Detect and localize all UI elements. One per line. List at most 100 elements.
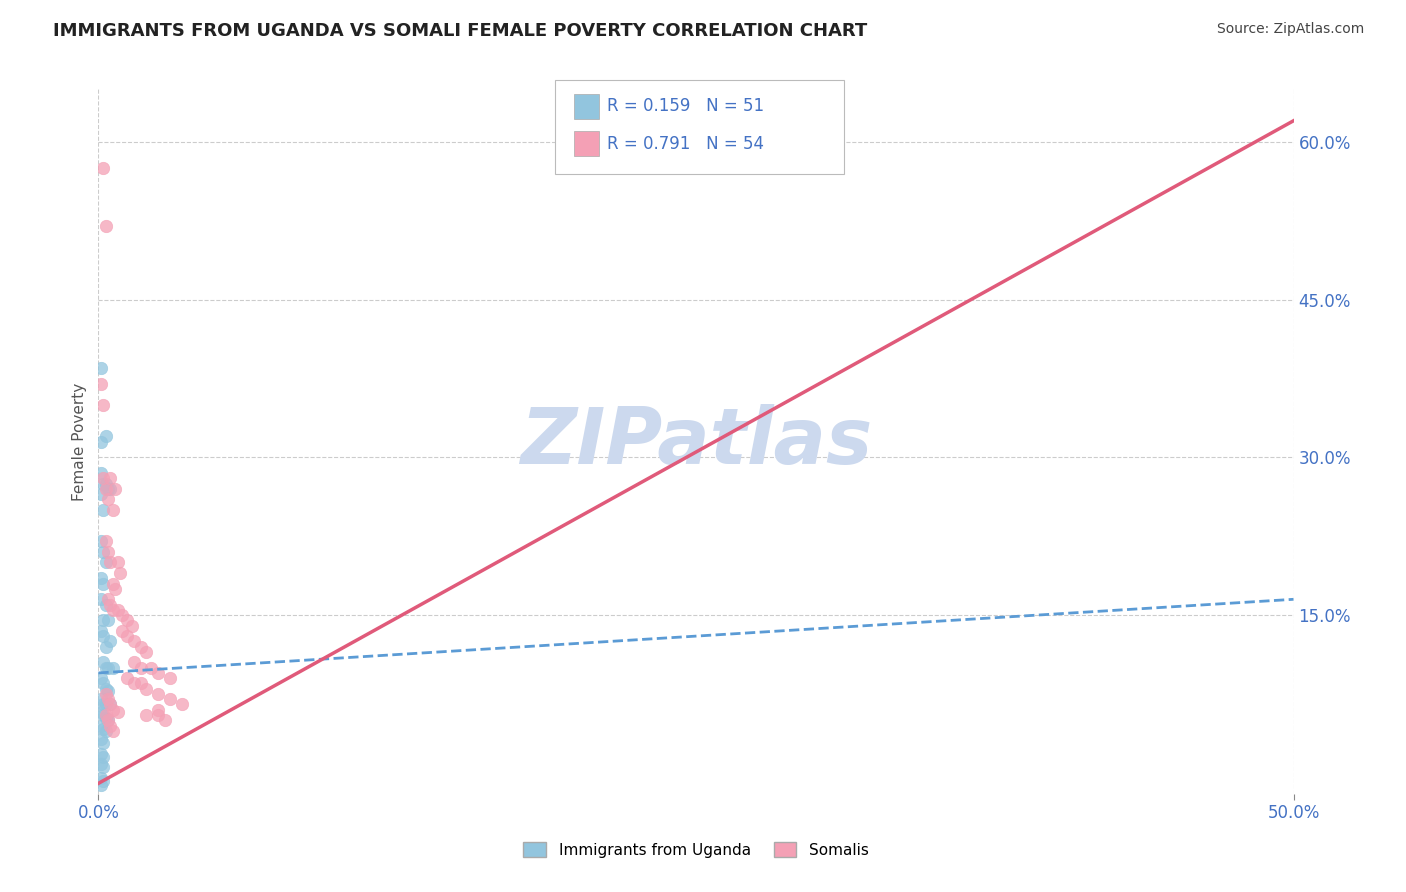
Point xyxy=(139,661,162,675)
Point xyxy=(91,545,114,559)
Point xyxy=(98,698,122,712)
Point xyxy=(131,640,153,654)
Point xyxy=(159,692,181,706)
Point xyxy=(94,687,117,701)
Point xyxy=(90,624,112,638)
Point xyxy=(111,608,134,623)
Point xyxy=(135,708,157,723)
Point xyxy=(115,671,138,685)
Point xyxy=(101,703,124,717)
Point xyxy=(91,476,114,491)
Text: Source: ZipAtlas.com: Source: ZipAtlas.com xyxy=(1216,22,1364,37)
Point xyxy=(90,466,112,480)
Point xyxy=(91,698,114,712)
Point xyxy=(131,661,153,675)
Point xyxy=(98,556,122,570)
Point xyxy=(148,703,170,717)
Point xyxy=(91,774,114,789)
Text: IMMIGRANTS FROM UGANDA VS SOMALI FEMALE POVERTY CORRELATION CHART: IMMIGRANTS FROM UGANDA VS SOMALI FEMALE … xyxy=(53,22,868,40)
Point xyxy=(101,503,124,517)
Y-axis label: Female Poverty: Female Poverty xyxy=(72,383,87,500)
Point xyxy=(91,398,114,412)
Point xyxy=(155,713,177,727)
Point xyxy=(97,692,120,706)
Point xyxy=(135,645,157,659)
Point xyxy=(90,534,112,549)
Point xyxy=(104,482,127,496)
Point xyxy=(94,429,117,443)
Point xyxy=(97,613,120,627)
Point xyxy=(91,750,114,764)
Text: R = 0.791   N = 54: R = 0.791 N = 54 xyxy=(607,135,765,153)
Point xyxy=(111,624,134,638)
Point xyxy=(94,708,117,723)
Point xyxy=(124,676,146,690)
Point xyxy=(94,556,117,570)
Point xyxy=(108,566,131,580)
Point xyxy=(97,545,120,559)
Point xyxy=(91,629,114,643)
Point xyxy=(101,603,124,617)
Point xyxy=(94,711,117,725)
Point xyxy=(98,471,122,485)
Point xyxy=(91,161,114,175)
Point xyxy=(91,676,114,690)
Point xyxy=(90,360,112,375)
Point xyxy=(97,482,120,496)
Point xyxy=(97,661,120,675)
Point xyxy=(94,219,117,233)
Point xyxy=(90,747,112,761)
Point xyxy=(97,713,120,727)
Point xyxy=(91,708,114,723)
Point xyxy=(107,603,129,617)
Point xyxy=(98,634,122,648)
Point xyxy=(121,618,143,632)
Point xyxy=(131,676,153,690)
Point xyxy=(148,687,170,701)
Point xyxy=(90,779,112,793)
Point xyxy=(90,771,112,785)
Point xyxy=(98,698,122,712)
Text: ZIPatlas: ZIPatlas xyxy=(520,403,872,480)
Point xyxy=(90,705,112,719)
Point xyxy=(135,681,157,696)
Point xyxy=(94,681,117,696)
Point xyxy=(97,713,120,727)
Point xyxy=(90,487,112,501)
Point xyxy=(115,613,138,627)
Point xyxy=(107,705,129,719)
Point xyxy=(98,718,122,732)
Point xyxy=(90,571,112,585)
Point xyxy=(94,598,117,612)
Point xyxy=(94,698,117,712)
Point xyxy=(91,656,114,670)
Point xyxy=(97,492,120,507)
Text: R = 0.159   N = 51: R = 0.159 N = 51 xyxy=(607,97,765,115)
Point xyxy=(90,671,112,685)
Point xyxy=(148,708,170,723)
Point xyxy=(148,665,170,680)
Point xyxy=(124,634,146,648)
Point xyxy=(90,376,112,391)
Point xyxy=(94,640,117,654)
Point xyxy=(90,592,112,607)
Point xyxy=(91,722,114,736)
Point xyxy=(94,534,117,549)
Point xyxy=(94,661,117,675)
Point xyxy=(91,503,114,517)
Point xyxy=(90,434,112,449)
Point xyxy=(98,482,122,496)
Point xyxy=(104,582,127,596)
Point xyxy=(101,576,124,591)
Legend: Immigrants from Uganda, Somalis: Immigrants from Uganda, Somalis xyxy=(517,836,875,863)
Point xyxy=(107,556,129,570)
Point xyxy=(94,723,117,738)
Point xyxy=(101,723,124,738)
Point xyxy=(115,629,138,643)
Point xyxy=(90,692,112,706)
Point xyxy=(98,598,122,612)
Point xyxy=(91,471,114,485)
Point xyxy=(91,736,114,750)
Point xyxy=(90,757,112,772)
Point xyxy=(91,613,114,627)
